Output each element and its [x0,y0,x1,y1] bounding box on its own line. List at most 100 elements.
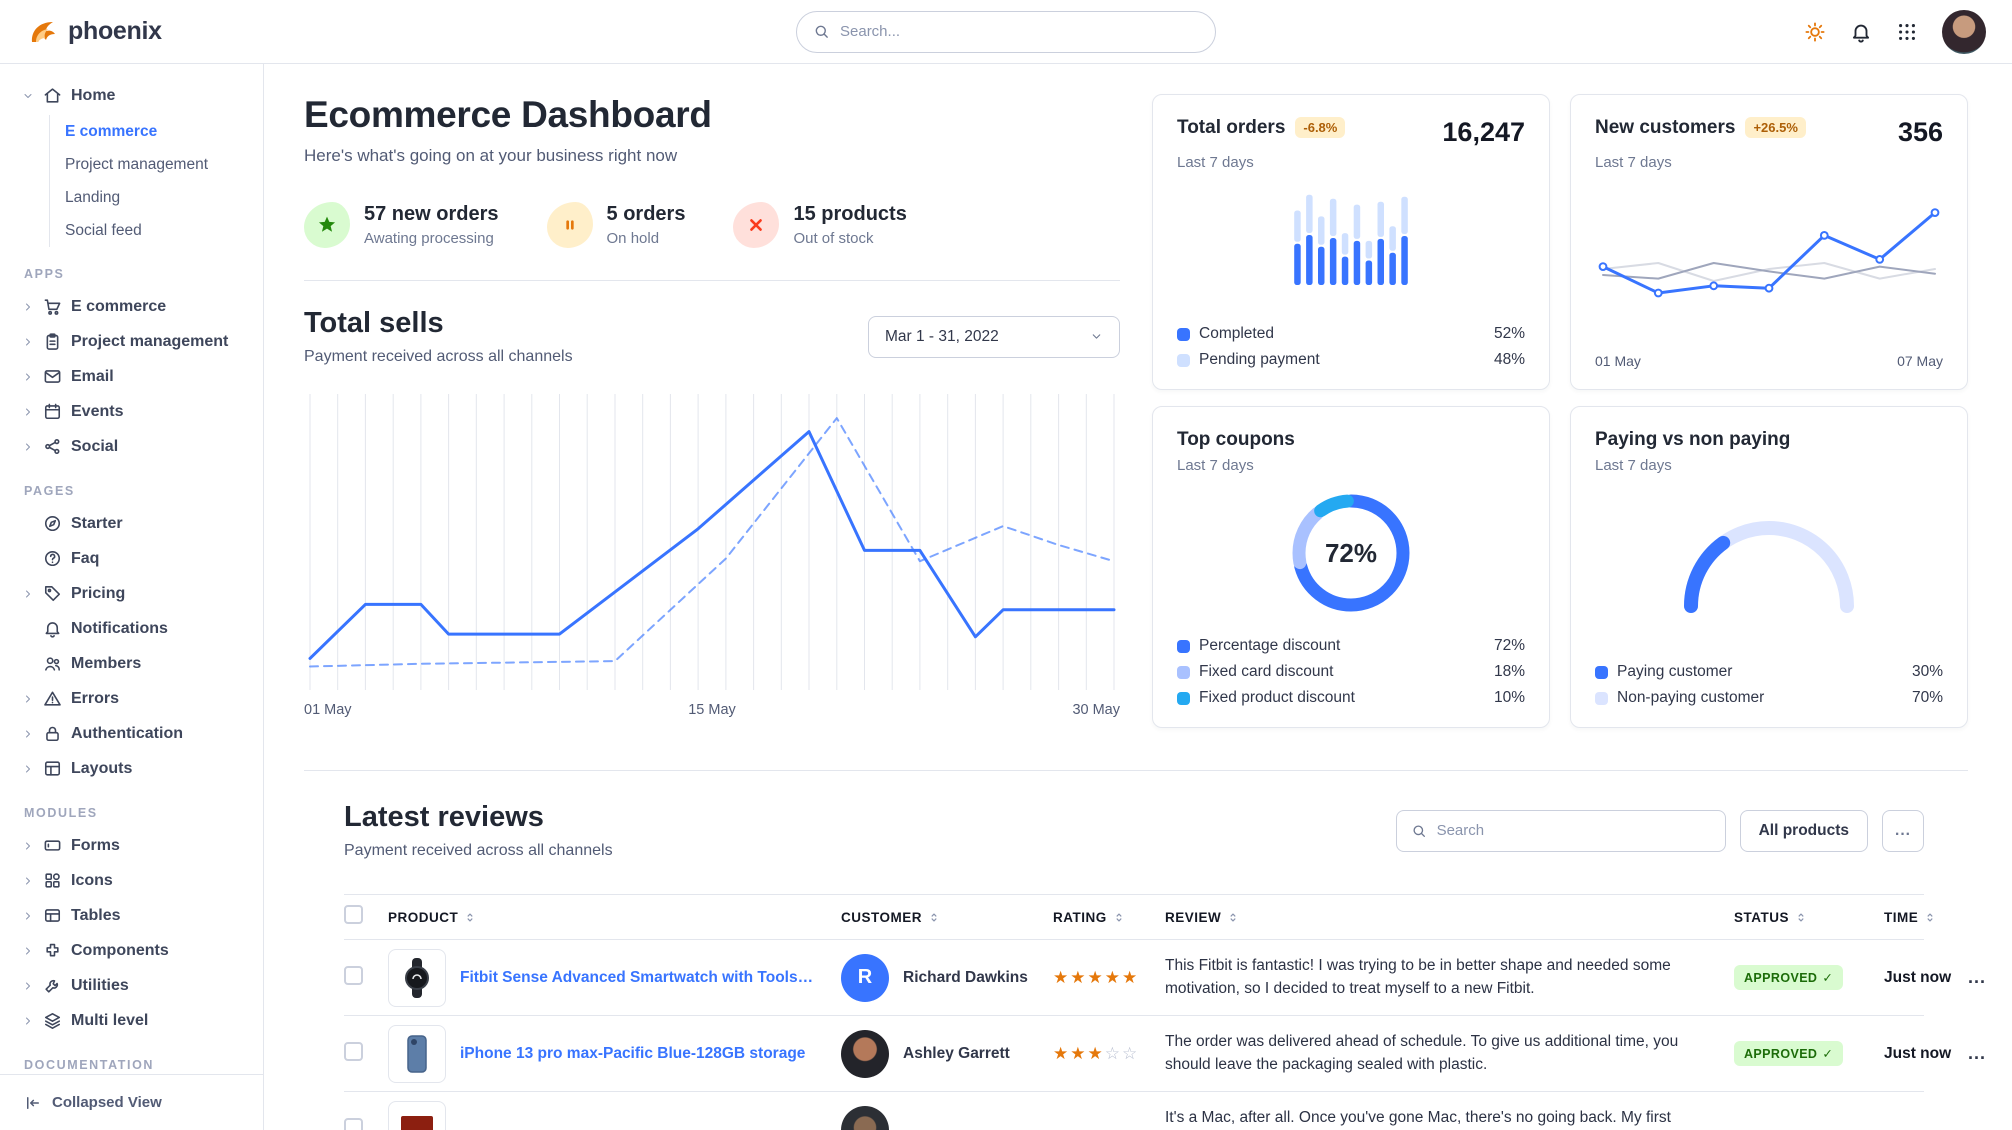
customer-name[interactable]: Richard Dawkins [903,968,1028,986]
sidebar-item-authentication[interactable]: Authentication [22,716,251,751]
sort-icon[interactable] [928,910,940,925]
column-header-time[interactable]: TIME [1884,910,1968,925]
sidebar-item-forms[interactable]: Forms [22,828,251,863]
sidebar-item-e-commerce[interactable]: E commerce [22,289,251,324]
sidebar-item-project-management[interactable]: Project management [65,155,209,173]
status-badge: APPROVED ✓ [1734,965,1844,990]
sidebar-item-home[interactable]: Home [22,78,251,113]
sidebar-item-social-feed[interactable]: Social feed [65,221,142,239]
stat-value: 5 orders [606,203,686,225]
caret-right-icon [22,875,34,887]
row-checkbox[interactable] [344,1117,363,1130]
column-header-product[interactable]: PRODUCT [388,910,841,925]
brand-logo[interactable]: phoenix [26,16,162,48]
sidebar-item-events[interactable]: Events [22,394,251,429]
notifications-bell-icon[interactable] [1850,21,1872,43]
search-icon [813,23,830,40]
legend-swatch [1595,665,1608,679]
sort-icon[interactable] [1227,910,1239,925]
card-title: Top coupons [1177,429,1295,450]
stat-value: 15 products [793,203,907,225]
form-icon [43,836,62,855]
sidebar-item-label: Starter [71,514,123,532]
sort-icon[interactable] [1795,910,1807,925]
sidebar-item-layouts[interactable]: Layouts [22,751,251,786]
row-checkbox[interactable] [344,1041,363,1061]
sidebar-item-email[interactable]: Email [22,359,251,394]
home-icon [43,86,62,105]
sidebar-item-multi-level[interactable]: Multi level [22,1003,251,1038]
cart-icon [43,297,62,316]
reviews-search-input[interactable] [1436,822,1711,839]
card-period: Last 7 days [1177,457,1254,474]
product-link[interactable]: iPhone 13 pro max-Pacific Blue-128GB sto… [460,1044,806,1062]
column-header-customer[interactable]: CUSTOMER [841,910,1053,925]
top-navbar: phoenix [0,0,2012,64]
sort-icon[interactable] [1924,910,1936,925]
all-products-filter-button[interactable]: All products [1739,809,1868,852]
select-all-checkbox[interactable] [344,905,363,924]
puzzle-icon [43,941,62,960]
collapse-label: Collapsed View [52,1094,162,1111]
column-header-review[interactable]: REVIEW [1165,910,1734,925]
legend-swatch [1177,327,1190,341]
reviews-search[interactable] [1395,809,1726,852]
sidebar-item-label: Email [71,367,114,385]
sidebar-item-social[interactable]: Social [22,429,251,464]
caret-right-icon [22,840,34,852]
sidebar-item-starter[interactable]: Starter [22,506,251,541]
sidebar-item-project-management[interactable]: Project management [22,324,251,359]
dashboard-section: Ecommerce Dashboard Here's what's going … [264,64,2012,1130]
sidebar-item-icons[interactable]: Icons [22,863,251,898]
sort-icon[interactable] [1113,910,1125,925]
trend-badge: -6.8% [1295,117,1346,138]
legend-label: Non-paying customer [1617,689,1765,706]
sidebar-item-label: Notifications [71,619,168,637]
caret-right-icon [22,371,34,383]
legend-label: Fixed product discount [1199,689,1355,706]
users-icon [43,654,62,673]
sidebar-item-notifications[interactable]: Notifications [22,611,251,646]
sidebar-item-landing[interactable]: Landing [65,188,121,206]
row-actions-button[interactable]: ... [1968,967,1987,987]
x-label: 07 May [1897,353,1943,369]
star-icon [304,202,350,248]
sidebar-item-tables[interactable]: Tables [22,898,251,933]
legend-value: 10% [1493,689,1525,706]
x-label: 15 May [688,702,736,718]
sidebar-item-members[interactable]: Members [22,646,251,681]
column-header-rating[interactable]: RATING [1053,910,1165,925]
reviews-more-button[interactable]: ... [1882,809,1924,852]
theme-toggle-sun-icon[interactable] [1804,21,1826,43]
user-avatar[interactable] [1942,9,1986,54]
sidebar-subitems: E commerce Project management Landing Socia… [49,115,251,247]
row-actions-button[interactable]: ... [1968,1043,1987,1063]
share-icon [43,437,62,456]
sidebar-item-faq[interactable]: Faq [22,541,251,576]
sidebar-item-e-commerce[interactable]: E commerce [65,122,158,140]
product-link[interactable]: Fitbit Sense Advanced Smartwatch with To… [460,968,817,986]
sidebar-item-utilities[interactable]: Utilities [22,968,251,1003]
sidebar-item-errors[interactable]: Errors [22,681,251,716]
apps-grid-icon[interactable] [1896,21,1918,43]
calendar-icon [43,402,62,421]
column-header-status[interactable]: STATUS [1734,910,1884,925]
x-label: 30 May [1072,702,1120,718]
customer-name[interactable]: Ashley Garrett [903,1044,1010,1062]
page-title: Ecommerce Dashboard [304,94,712,135]
legend-item: Pending payment 48% [1177,351,1525,369]
sidebar-item-pricing[interactable]: Pricing [22,576,251,611]
warning-icon [43,689,62,708]
reviews-table: PRODUCT CUSTOMER RATING REVIEW STATUS TIME Fi… [344,894,1985,1130]
stat-item: 57 new orders Awating processing [304,202,499,248]
row-checkbox[interactable] [344,965,363,985]
collapse-view-button[interactable]: Collapsed View [0,1074,263,1130]
sort-icon[interactable] [464,910,476,925]
bell-icon [43,619,62,638]
global-search-input[interactable] [840,23,1199,40]
sidebar-item-components[interactable]: Components [22,933,251,968]
card-title: New customers [1595,117,1736,138]
date-range-select[interactable]: Mar 1 - 31, 2022 [868,315,1120,358]
global-search[interactable] [796,10,1216,53]
legend-swatch [1177,353,1190,367]
